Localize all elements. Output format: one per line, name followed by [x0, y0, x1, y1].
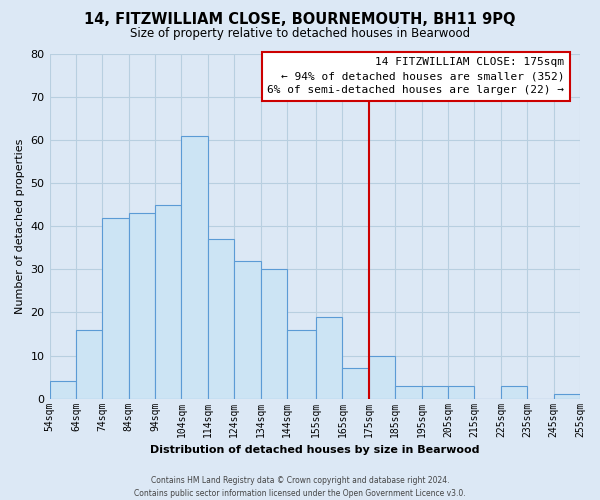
Bar [155, 205, 181, 398]
Bar [260, 270, 287, 398]
Bar [208, 239, 234, 398]
Bar [287, 330, 316, 398]
Bar [181, 136, 208, 398]
Bar [369, 356, 395, 399]
X-axis label: Distribution of detached houses by size in Bearwood: Distribution of detached houses by size … [150, 445, 479, 455]
Bar [395, 386, 422, 398]
Text: Contains HM Land Registry data © Crown copyright and database right 2024.
Contai: Contains HM Land Registry data © Crown c… [134, 476, 466, 498]
Text: 14 FITZWILLIAM CLOSE: 175sqm
← 94% of detached houses are smaller (352)
6% of se: 14 FITZWILLIAM CLOSE: 175sqm ← 94% of de… [267, 58, 564, 96]
Text: 14, FITZWILLIAM CLOSE, BOURNEMOUTH, BH11 9PQ: 14, FITZWILLIAM CLOSE, BOURNEMOUTH, BH11… [84, 12, 516, 28]
Bar [234, 261, 260, 398]
Bar [129, 214, 155, 398]
Bar [76, 330, 103, 398]
Y-axis label: Number of detached properties: Number of detached properties [15, 138, 25, 314]
Bar [554, 394, 580, 398]
Bar [448, 386, 475, 398]
Bar [103, 218, 129, 398]
Bar [501, 386, 527, 398]
Bar [50, 382, 76, 398]
Bar [422, 386, 448, 398]
Bar [343, 368, 369, 398]
Bar [316, 317, 343, 398]
Text: Size of property relative to detached houses in Bearwood: Size of property relative to detached ho… [130, 28, 470, 40]
